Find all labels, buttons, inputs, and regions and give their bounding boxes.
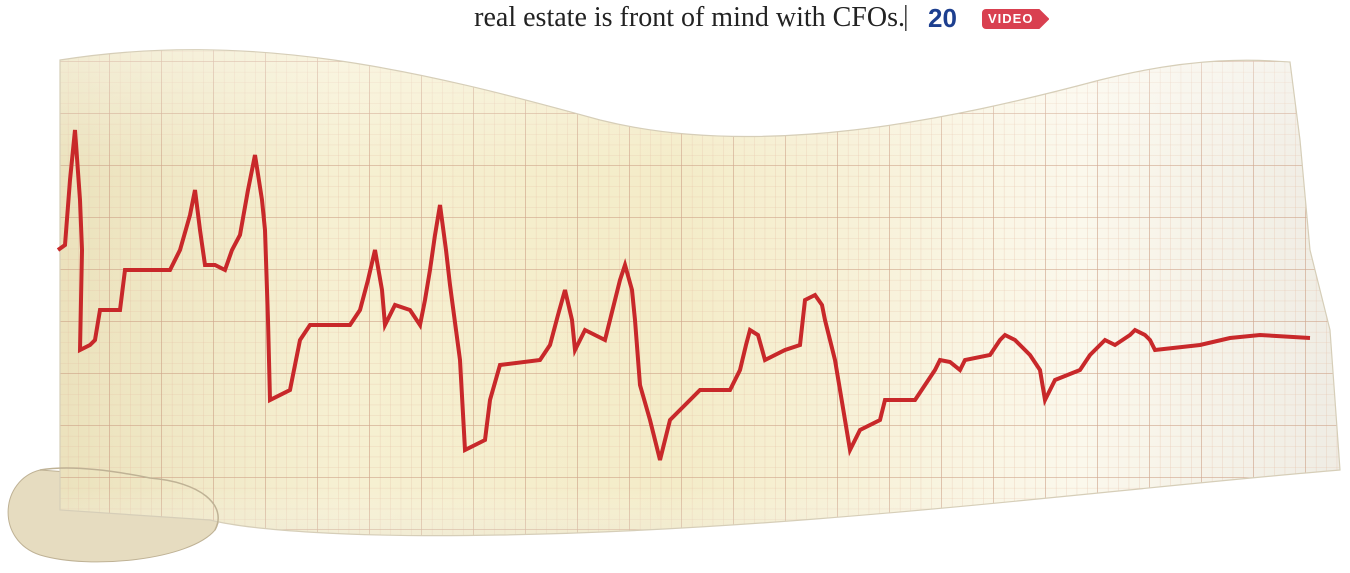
graph-paper [0,0,1350,573]
page: real estate is front of mind with CFOs. … [0,0,1350,573]
illustration [0,0,1350,573]
